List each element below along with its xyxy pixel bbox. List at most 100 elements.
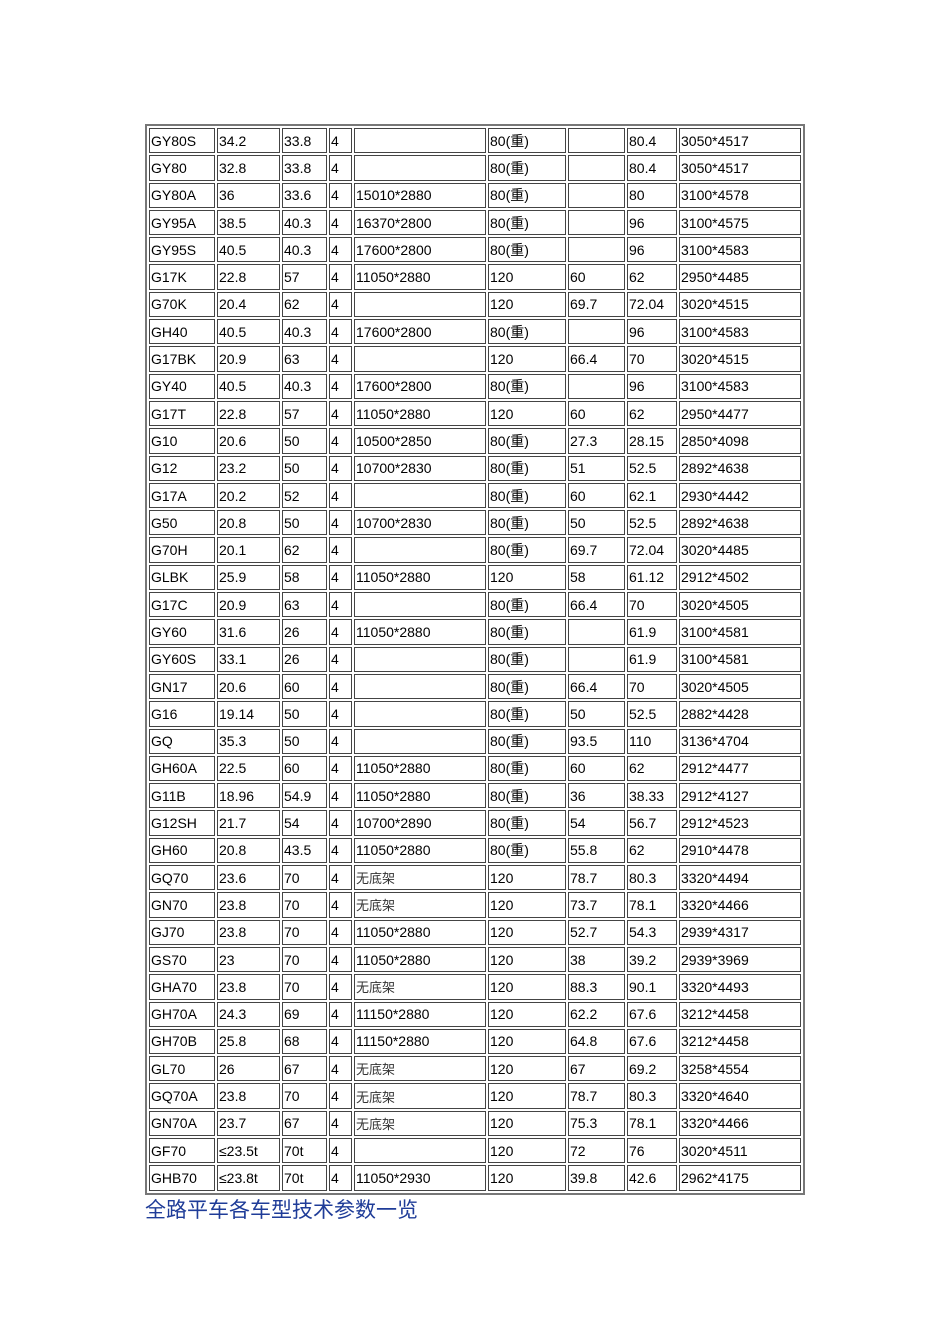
table-cell: 64.8 [568,1028,625,1055]
table-cell: 80(重) [488,128,566,154]
table-cell: 25.9 [217,564,280,591]
table-row: GQ70A 23.8 70 4 无底架 120 78.7 80.3 3320*4640 [149,1083,801,1109]
table-cell: 80(重) [488,619,566,645]
table-cell: 70 [282,892,327,918]
table-row: GHA70 23.8 70 4 无底架 120 88.3 90.1 3320*4493 [149,974,801,1000]
table-cell: 33.6 [282,182,327,208]
table-row: GHB70 ≤23.8t 70t 4 11050*2930 120 39.8 42.6 2962… [149,1165,801,1191]
table-cell: 4 [329,237,352,263]
table-row: GS70 23 70 4 11050*2880 120 38 39.2 2939*3969 [149,946,801,973]
table-cell: 11050*2880 [354,919,486,945]
table-cell: 2912*4502 [679,564,801,591]
table-cell: 4 [329,182,352,208]
table-cell [568,155,625,181]
table-cell: 80(重) [488,237,566,263]
table-cell: ≤23.5t [217,1137,280,1164]
table-cell: 70 [282,1083,327,1109]
table-cell: 无底架 [354,974,486,1000]
table-cell: 72.04 [627,291,677,318]
table-cell [568,182,625,208]
table-cell: ≤23.8t [217,1165,280,1191]
table-row: G17K 22.8 57 4 11050*2880 120 60 62 2950*4485 [149,264,801,290]
table-cell: 3020*4485 [679,537,801,563]
table-row: GY95A 38.5 40.3 4 16370*2800 80(重) 96 3100*4575 [149,209,801,236]
table-cell: 80(重) [488,837,566,864]
table-row: GH70A 24.3 69 4 11150*2880 120 62.2 67.6 3212*44… [149,1001,801,1027]
table-cell: 4 [329,865,352,891]
table-cell: 3100*4578 [679,182,801,208]
table-cell: 50 [282,428,327,454]
table-cell: 4 [329,837,352,864]
table-cell: 120 [488,892,566,918]
table-cell: 23.8 [217,919,280,945]
table-cell: GS70 [149,946,215,973]
table-cell: 2892*4638 [679,455,801,481]
table-cell: 16370*2800 [354,209,486,236]
table-cell [354,728,486,754]
table-cell: 10700*2830 [354,455,486,481]
table-cell: 40.5 [217,373,280,399]
table-row: GN17 20.6 60 4 80(重) 66.4 70 3020*4505 [149,673,801,700]
table-cell: 80(重) [488,701,566,727]
table-cell: 4 [329,537,352,563]
table-row: GH70B 25.8 68 4 11150*2880 120 64.8 67.6 3212*44… [149,1028,801,1055]
table-cell: 80.4 [627,128,677,154]
table-cell: 4 [329,128,352,154]
table-cell: 4 [329,482,352,509]
table-cell: 62 [627,837,677,864]
table-cell: 80(重) [488,537,566,563]
table-cell: 3100*4581 [679,646,801,672]
table-cell: 40.3 [282,373,327,399]
table-cell: 20.9 [217,346,280,372]
table-cell: 21.7 [217,810,280,836]
table-cell: GHB70 [149,1165,215,1191]
table-cell: 80(重) [488,209,566,236]
table-cell: 58 [282,564,327,591]
table-row: GH60A 22.5 60 4 11050*2880 80(重) 60 62 2912*4477 [149,755,801,782]
table-cell: 40.3 [282,237,327,263]
table-cell: 10700*2890 [354,810,486,836]
table-cell: GN17 [149,673,215,700]
table-cell: 90.1 [627,974,677,1000]
table-cell: 38 [568,946,625,973]
table-cell: 33.8 [282,155,327,181]
table-cell: GY80A [149,182,215,208]
table-cell: 67.6 [627,1028,677,1055]
table-cell: 70 [627,673,677,700]
table-cell: 24.3 [217,1001,280,1027]
table-cell: 4 [329,455,352,481]
table-cell: 120 [488,919,566,945]
table-cell: 40.3 [282,319,327,345]
table-row: G17T 22.8 57 4 11050*2880 120 60 62 2950*4477 [149,400,801,427]
table-cell: 4 [329,592,352,618]
table-cell: 3100*4583 [679,237,801,263]
table-cell: 3100*4583 [679,319,801,345]
table-cell: 120 [488,946,566,973]
table-cell: 63 [282,592,327,618]
table-cell [354,155,486,181]
table-cell: 51 [568,455,625,481]
table-cell: 39.8 [568,1165,625,1191]
table-cell: 80(重) [488,510,566,536]
table-cell: 80(重) [488,592,566,618]
table-cell: 96 [627,237,677,263]
table-cell: 3212*4458 [679,1028,801,1055]
table-cell: 20.9 [217,592,280,618]
table-cell: 80(重) [488,319,566,345]
table-row: GQ 35.3 50 4 80(重) 93.5 110 3136*4704 [149,728,801,754]
table-cell: 17600*2800 [354,319,486,345]
table-cell: 23.6 [217,865,280,891]
table-cell: G17BK [149,346,215,372]
table-cell: 93.5 [568,728,625,754]
table-cell: 78.1 [627,1110,677,1136]
table-row: GY80A 36 33.6 4 15010*2880 80(重) 80 3100*4578 [149,182,801,208]
table-cell: 80.3 [627,865,677,891]
table-cell: 4 [329,373,352,399]
table-cell: 4 [329,400,352,427]
table-cell: 3020*4505 [679,673,801,700]
table-row: GH60 20.8 43.5 4 11050*2880 80(重) 55.8 62 2910*4… [149,837,801,864]
table-cell: 26 [282,619,327,645]
table-cell: 120 [488,400,566,427]
table-cell: 55.8 [568,837,625,864]
table-cell: 3050*4517 [679,155,801,181]
